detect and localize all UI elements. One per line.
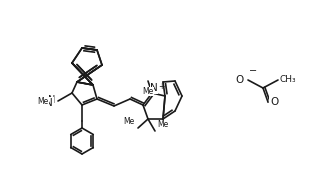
Text: N: N: [150, 83, 158, 93]
Text: N: N: [48, 95, 56, 105]
Text: CH₃: CH₃: [280, 75, 297, 85]
Text: +: +: [158, 82, 164, 91]
Text: O: O: [270, 97, 278, 107]
Text: O: O: [236, 75, 244, 85]
Text: −: −: [249, 66, 257, 76]
Text: Me: Me: [124, 117, 135, 126]
Text: Me: Me: [38, 97, 49, 107]
Text: N: N: [45, 98, 53, 108]
Text: Me: Me: [157, 120, 168, 129]
Text: Me: Me: [142, 87, 154, 96]
